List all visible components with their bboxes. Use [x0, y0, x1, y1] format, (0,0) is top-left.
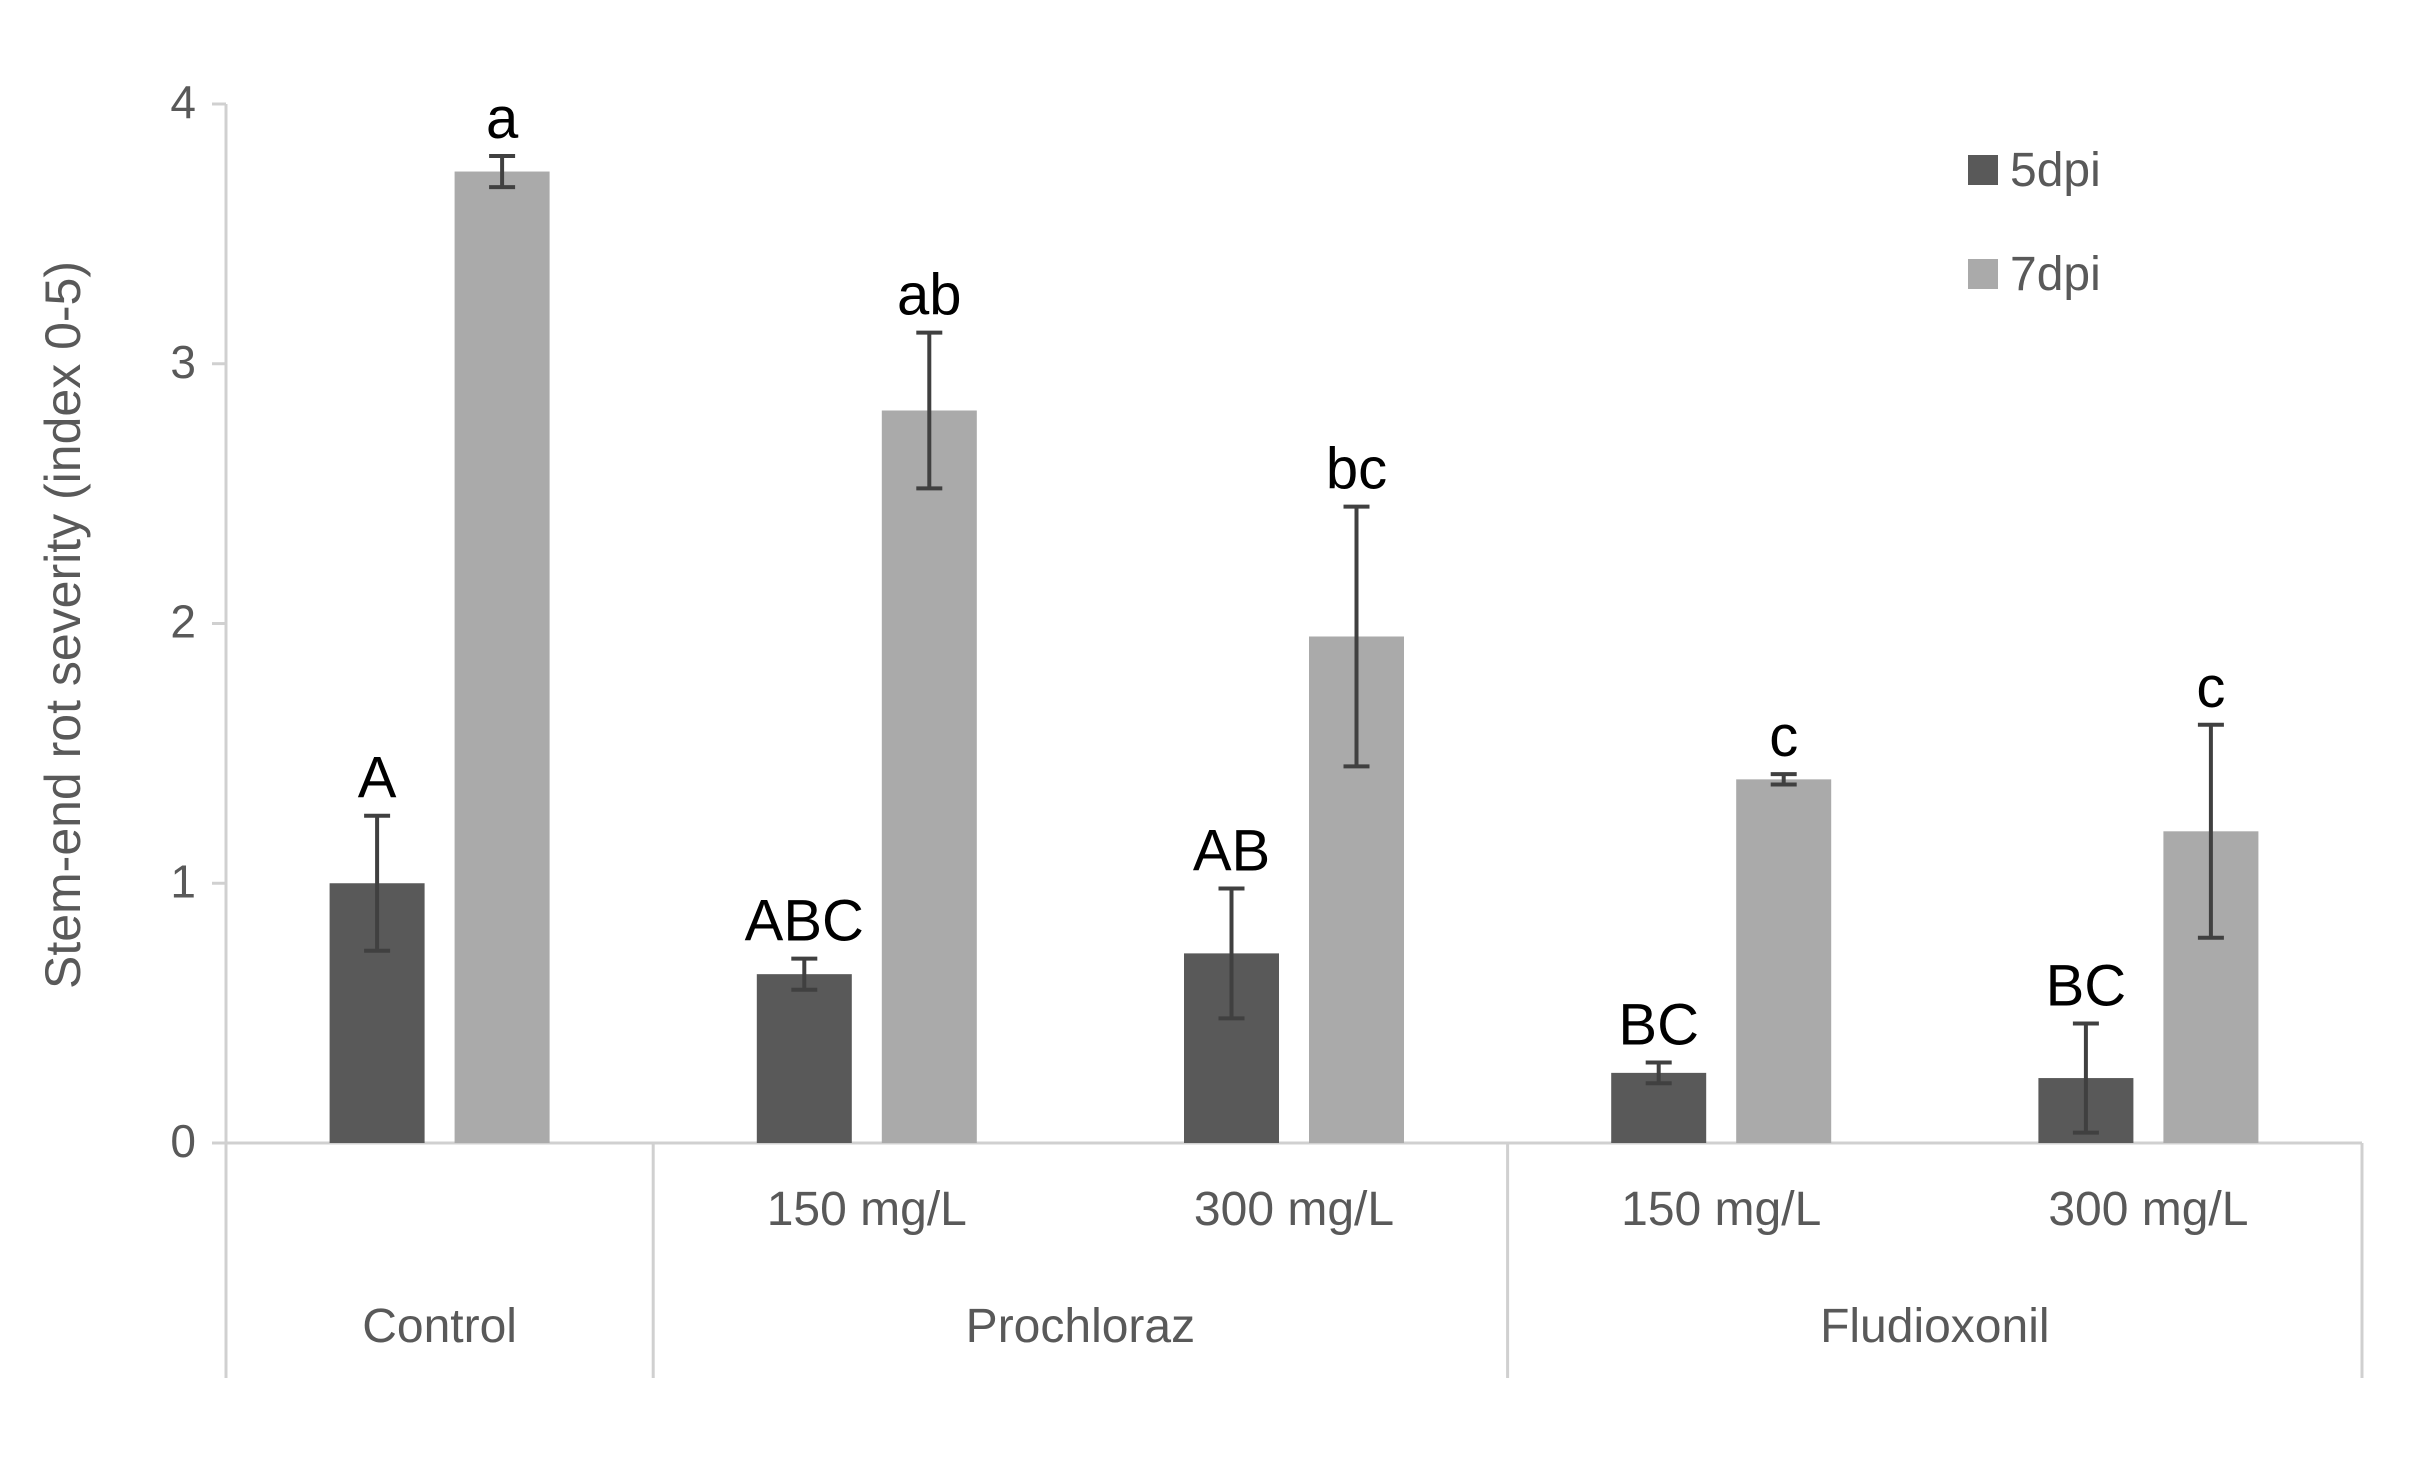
legend-label-7dpi: 7dpi — [2010, 248, 2101, 301]
bar-7dpi — [881, 410, 977, 1143]
group-label: Control — [362, 1300, 517, 1353]
bars — [329, 171, 2259, 1143]
y-tick-label: 0 — [170, 1115, 196, 1167]
group-label: Prochloraz — [966, 1300, 1195, 1353]
error-bars — [364, 153, 2224, 1135]
significance-letter: bc — [1326, 437, 1387, 502]
significance-letter: a — [486, 86, 519, 151]
legend-label-5dpi: 5dpi — [2010, 144, 2101, 197]
axes: 0 1 2 3 4 — [170, 76, 2364, 1378]
significance-letter: A — [358, 746, 397, 811]
significance-letter: ab — [897, 263, 962, 328]
significance-letter: AB — [1193, 818, 1270, 883]
category-labels: Control Prochloraz Fludioxonil 150 mg/L 300 … — [362, 1183, 2248, 1353]
significance-letter: BC — [2046, 954, 2127, 1019]
y-tick-label: 2 — [170, 596, 196, 648]
significance-letter: c — [2196, 655, 2225, 720]
legend: 5dpi 7dpi — [1968, 144, 2101, 301]
bar-5dpi — [756, 974, 852, 1143]
legend-swatch-5dpi — [1968, 155, 1998, 185]
y-tick-label: 1 — [170, 855, 196, 907]
significance-letters: A ABC AB BC BC a ab bc c c — [358, 86, 2226, 1058]
y-tick-label: 3 — [170, 336, 196, 388]
category-label: 150 mg/L — [767, 1183, 967, 1236]
y-axis-label: Stem-end rot severity (index 0-5) — [35, 261, 91, 989]
category-label: 300 mg/L — [2048, 1183, 2248, 1236]
category-label: 150 mg/L — [1621, 1183, 1821, 1236]
significance-letter: ABC — [745, 889, 864, 954]
significance-letter: c — [1769, 704, 1798, 769]
group-label: Fludioxonil — [1820, 1300, 2049, 1353]
bar-7dpi — [1736, 779, 1832, 1143]
legend-swatch-7dpi — [1968, 259, 1998, 289]
bar-7dpi — [454, 171, 550, 1143]
category-label: 300 mg/L — [1194, 1183, 1394, 1236]
significance-letter: BC — [1618, 992, 1699, 1057]
y-tick-label: 4 — [170, 76, 196, 128]
